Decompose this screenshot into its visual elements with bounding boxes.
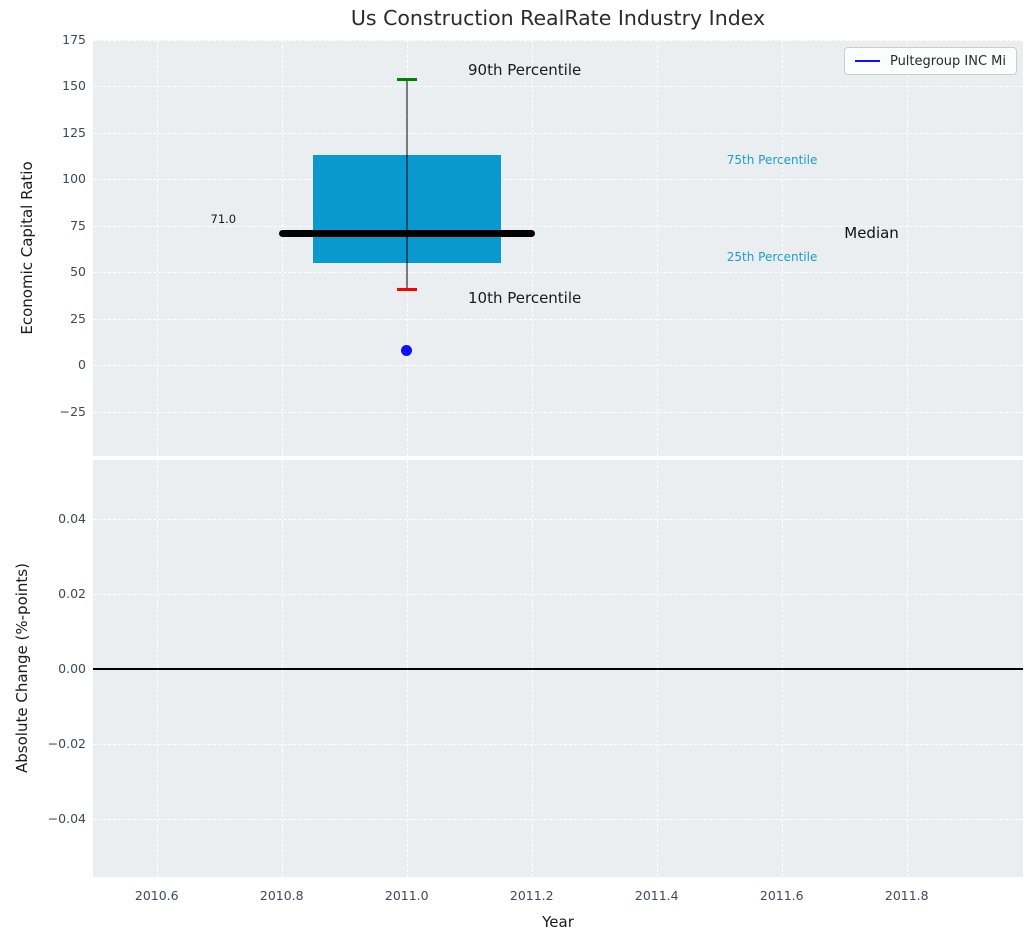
gridline [93, 225, 1023, 227]
gridline [93, 179, 1023, 181]
gridline [906, 40, 908, 456]
y-tick-label: 0.00 [58, 660, 86, 676]
annotation: Median [844, 224, 899, 243]
gridline [93, 40, 1023, 41]
y-tick-label: 50 [70, 264, 86, 280]
whisker-line [406, 79, 408, 290]
gridline [531, 40, 533, 456]
y-tick-label: 25 [70, 310, 86, 326]
x-tick-label: 2010.8 [259, 888, 304, 903]
chart-title: Us Construction RealRate Industry Index [350, 6, 766, 30]
x-tick-label: 2011.8 [884, 888, 929, 903]
gridline [656, 40, 658, 456]
x-axis-label: Year [542, 913, 574, 931]
y-tick-label: −0.04 [47, 810, 86, 826]
top-axes: Pultegroup INC Mi 90th Percentile 10th Pe… [93, 40, 1023, 456]
gridline [93, 519, 1023, 521]
gridline [781, 40, 783, 456]
annotation: 71.0 [210, 211, 237, 226]
y-tick-label: 75 [70, 217, 86, 233]
gridline [93, 594, 1023, 595]
gridline [93, 318, 1023, 320]
median-line [278, 229, 535, 237]
x-tick-label: 2010.6 [134, 888, 179, 903]
gridline [93, 411, 1023, 413]
gridline [93, 365, 1023, 367]
whisker-cap-10th [396, 287, 417, 291]
annotation: 90th Percentile [468, 60, 582, 79]
legend-label: Pultegroup INC Mi [889, 53, 1006, 69]
annotation: 75th Percentile [726, 152, 818, 167]
bottom-axes [93, 460, 1023, 877]
y-tick-label: 0.04 [58, 511, 86, 527]
x-tick-label: 2011.6 [759, 888, 804, 903]
whisker-cap-90th [396, 77, 417, 81]
gridline [156, 40, 158, 456]
data-point [401, 345, 413, 357]
gridline [93, 743, 1023, 745]
gridline [93, 132, 1023, 134]
gridline [93, 86, 1023, 88]
y-tick-label: 0.02 [58, 586, 86, 601]
y-tick-label: 125 [62, 124, 86, 140]
y-tick-label: −25 [59, 403, 86, 419]
x-tick-label: 2011.4 [634, 888, 679, 903]
zero-line [93, 668, 1023, 670]
legend-line-icon [854, 60, 880, 62]
x-tick-label: 2011.2 [509, 888, 554, 903]
y-axis-label-top: Economic Capital Ratio [18, 161, 36, 335]
gridline [93, 272, 1023, 274]
x-tick-label: 2011.0 [384, 888, 429, 903]
y-tick-label: 0 [78, 357, 86, 373]
annotation: 25th Percentile [726, 249, 818, 264]
annotation: 10th Percentile [468, 289, 582, 308]
y-tick-label: 175 [62, 32, 86, 47]
gridline [93, 818, 1023, 820]
y-tick-label: −0.02 [47, 735, 86, 751]
y-tick-label: 150 [62, 78, 86, 94]
gridline [281, 40, 283, 456]
legend: Pultegroup INC Mi [843, 47, 1017, 75]
y-tick-label: 100 [62, 171, 86, 187]
